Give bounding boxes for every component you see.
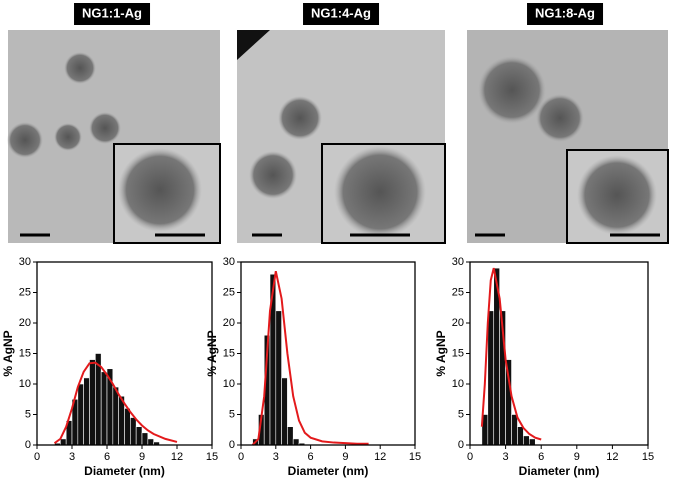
title-box bbox=[527, 3, 604, 25]
bar bbox=[89, 359, 96, 446]
y-tick-label: 5 bbox=[229, 408, 235, 420]
y-tick-label: 25 bbox=[452, 286, 464, 298]
tem-image bbox=[237, 30, 446, 244]
y-tick-label: 20 bbox=[19, 317, 31, 329]
y-tick-label: 15 bbox=[19, 347, 31, 359]
x-tick-label: 9 bbox=[574, 451, 580, 463]
fit-curve bbox=[480, 267, 542, 441]
bar bbox=[147, 438, 154, 446]
y-tick-label: 30 bbox=[452, 256, 464, 268]
chart-title: NG1:8-Ag bbox=[535, 5, 595, 20]
x-tick-label: 12 bbox=[606, 451, 618, 463]
x-tick-label: 12 bbox=[374, 451, 386, 463]
y-axis-label: % AgNP bbox=[205, 330, 219, 376]
bar bbox=[517, 426, 524, 446]
bar bbox=[511, 414, 518, 446]
bar bbox=[124, 408, 131, 446]
y-tick-label: 0 bbox=[25, 439, 31, 451]
x-tick-label: 6 bbox=[538, 451, 544, 463]
bar bbox=[523, 435, 530, 446]
y-tick-label: 10 bbox=[452, 378, 464, 390]
x-tick-label: 6 bbox=[104, 451, 110, 463]
bar bbox=[83, 377, 90, 446]
y-tick-label: 20 bbox=[452, 317, 464, 329]
bar bbox=[275, 310, 282, 446]
tem-image bbox=[467, 30, 669, 244]
y-axis-label: % AgNP bbox=[1, 330, 15, 376]
bar bbox=[281, 377, 288, 446]
bar bbox=[292, 438, 300, 446]
fit-curve bbox=[53, 361, 178, 444]
y-tick-label: 25 bbox=[19, 286, 31, 298]
y-tick-label: 15 bbox=[452, 347, 464, 359]
y-tick-label: 30 bbox=[19, 256, 31, 268]
x-axis-label: Diameter (nm) bbox=[519, 464, 600, 478]
y-tick-label: 10 bbox=[19, 378, 31, 390]
y-axis-label: % AgNP bbox=[434, 330, 448, 376]
bar bbox=[141, 432, 149, 446]
x-tick-label: 12 bbox=[171, 451, 183, 463]
y-tick-label: 15 bbox=[223, 347, 235, 359]
fit-curve bbox=[251, 270, 369, 446]
bar bbox=[112, 386, 119, 446]
x-tick-label: 9 bbox=[139, 451, 145, 463]
y-tick-label: 0 bbox=[229, 439, 235, 451]
x-tick-label: 15 bbox=[409, 451, 421, 463]
y-tick-label: 10 bbox=[223, 378, 235, 390]
title-box bbox=[303, 3, 380, 25]
x-tick-label: 6 bbox=[308, 451, 314, 463]
y-tick-label: 20 bbox=[223, 317, 235, 329]
x-axis-label: Diameter (nm) bbox=[84, 464, 165, 478]
bar bbox=[77, 383, 84, 446]
x-tick-label: 9 bbox=[342, 451, 348, 463]
x-tick-label: 3 bbox=[69, 451, 75, 463]
x-tick-label: 3 bbox=[273, 451, 279, 463]
title-box bbox=[74, 3, 151, 25]
chart-title: NG1:1-Ag bbox=[82, 5, 142, 20]
bar bbox=[135, 426, 143, 446]
y-tick-label: 0 bbox=[458, 439, 464, 451]
x-tick-label: 0 bbox=[34, 451, 40, 463]
x-tick-label: 15 bbox=[206, 451, 218, 463]
bar bbox=[130, 417, 137, 446]
y-tick-label: 25 bbox=[223, 286, 235, 298]
x-axis-label: Diameter (nm) bbox=[288, 464, 369, 478]
x-tick-label: 15 bbox=[642, 451, 654, 463]
y-tick-label: 5 bbox=[25, 408, 31, 420]
bar bbox=[60, 438, 67, 446]
x-tick-label: 0 bbox=[467, 451, 473, 463]
bar bbox=[487, 310, 495, 446]
y-tick-label: 30 bbox=[223, 256, 235, 268]
bar bbox=[287, 426, 294, 446]
chart-title: NG1:4-Ag bbox=[311, 5, 371, 20]
bar bbox=[529, 438, 536, 446]
bar bbox=[100, 371, 108, 446]
tem-image bbox=[7, 30, 221, 244]
y-tick-label: 5 bbox=[458, 408, 464, 420]
x-tick-label: 0 bbox=[238, 451, 244, 463]
x-tick-label: 3 bbox=[503, 451, 509, 463]
